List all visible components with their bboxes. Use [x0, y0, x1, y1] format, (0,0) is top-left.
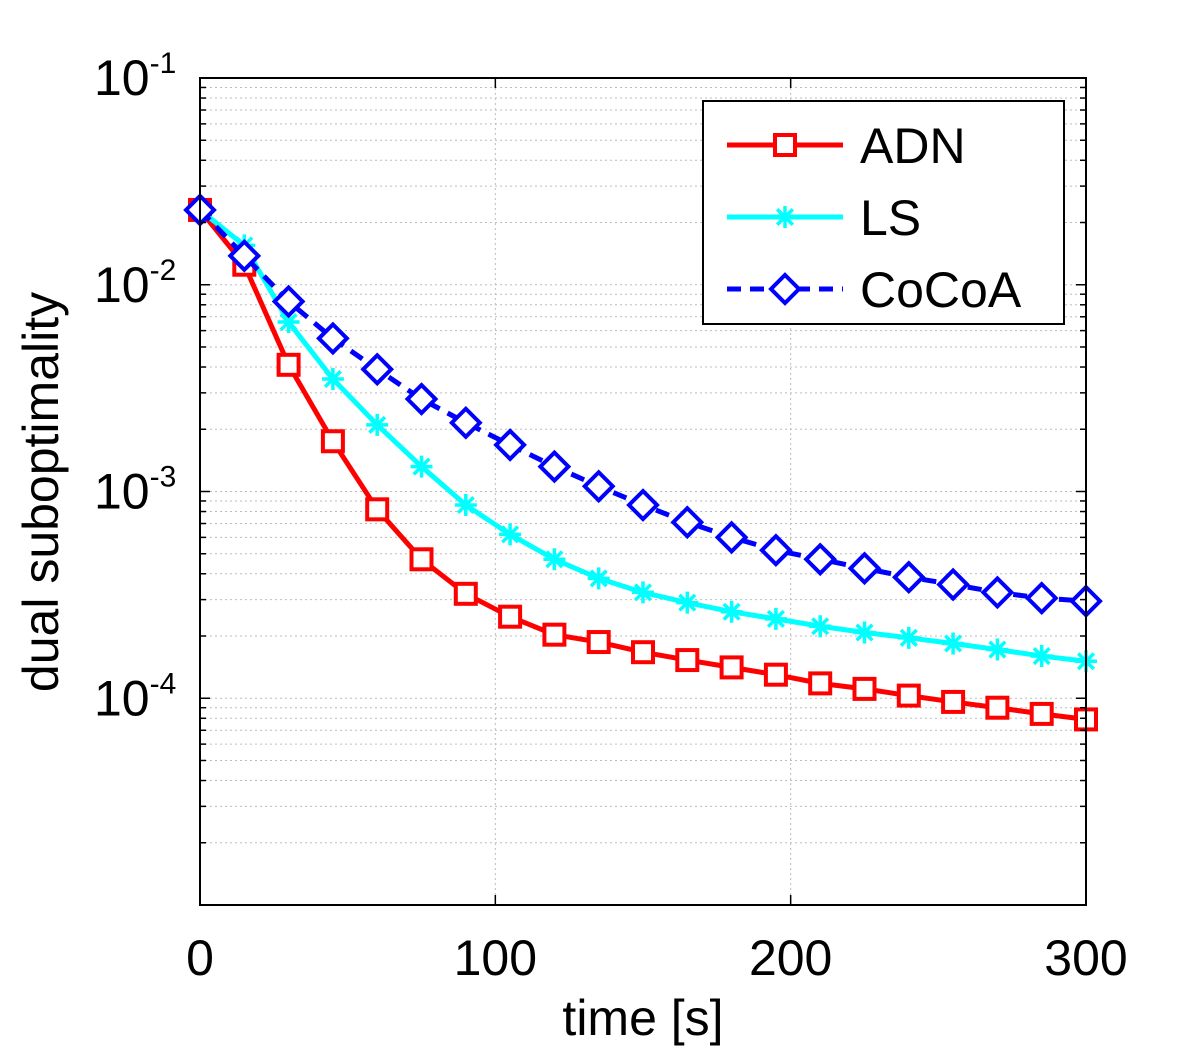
data-point-cocoa — [537, 449, 572, 484]
data-point-adn — [498, 604, 523, 629]
y-tick-label: 10-3 — [94, 461, 176, 520]
data-point-adn — [941, 689, 966, 714]
data-point-ls — [1030, 645, 1053, 668]
data-point-cocoa — [891, 560, 926, 595]
data-point-adn — [719, 655, 744, 680]
data-point-cocoa — [714, 520, 749, 555]
data-point-ls — [853, 621, 876, 644]
data-point-adn — [276, 352, 301, 377]
data-point-adn — [852, 676, 877, 701]
y-tick-labels: 10-1 10-2 10-3 10-4 — [94, 47, 176, 726]
data-point-cocoa — [581, 469, 616, 504]
data-point-adn — [453, 581, 478, 606]
data-point-adn — [808, 671, 833, 696]
x-tick-label: 200 — [749, 930, 832, 986]
data-point-ls — [410, 455, 433, 478]
legend-label-adn: ADN — [860, 118, 966, 174]
data-point-cocoa — [670, 505, 705, 540]
tick-marks — [199, 78, 1087, 906]
data-point-ls — [764, 607, 787, 630]
data-point-ls — [986, 638, 1009, 661]
data-point-adn — [1029, 701, 1054, 726]
data-point-cocoa — [316, 321, 350, 356]
data-point-ls — [720, 600, 743, 623]
series-layer — [183, 193, 1103, 732]
y-axis-label: dual suboptimality — [13, 292, 69, 692]
data-point-cocoa — [980, 575, 1015, 610]
data-point-ls — [321, 368, 344, 391]
series-cocoa — [183, 193, 1103, 618]
data-point-ls — [277, 311, 300, 334]
data-point-cocoa — [803, 542, 838, 577]
legend-entry-adn: ADN — [727, 118, 966, 174]
x-tick-labels: 0 100 200 300 — [186, 930, 1128, 986]
data-point-adn — [320, 429, 345, 454]
series-ls — [189, 198, 1097, 673]
data-point-ls — [454, 494, 477, 517]
data-point-adn — [586, 630, 611, 655]
legend-entry-ls: LS — [727, 190, 921, 246]
data-point-adn — [763, 662, 788, 687]
x-axis-label: time [s] — [562, 990, 723, 1046]
data-point-ls — [587, 567, 610, 590]
data-point-cocoa — [360, 352, 395, 387]
data-point-adn — [542, 622, 567, 647]
data-point-adn — [409, 547, 434, 572]
data-point-adn — [675, 648, 700, 673]
y-tick-label: 10-2 — [94, 254, 176, 313]
legend: ADN LS CoCoA — [702, 100, 1065, 325]
data-point-ls — [499, 523, 522, 546]
x-tick-label: 0 — [186, 930, 214, 986]
y-tick-label: 10-1 — [94, 47, 176, 106]
data-point-ls — [366, 413, 389, 436]
y-tick-label: 10-4 — [94, 667, 176, 726]
legend-label-ls: LS — [860, 190, 921, 246]
legend-marker-cocoa — [768, 272, 802, 306]
data-point-cocoa — [1024, 581, 1059, 615]
data-point-adn — [631, 640, 655, 665]
legend-label-cocoa: CoCoA — [860, 262, 1022, 318]
x-tick-label: 100 — [454, 930, 537, 986]
legend-entries: ADN LS CoCoA — [727, 118, 1022, 318]
x-tick-label: 300 — [1044, 930, 1127, 986]
data-point-ls — [543, 548, 566, 571]
data-point-cocoa — [936, 567, 970, 602]
data-point-cocoa — [227, 239, 262, 273]
legend-marker-ls — [774, 206, 796, 228]
data-point-ls — [897, 626, 920, 649]
data-point-ls — [632, 581, 654, 604]
data-point-adn — [365, 497, 390, 522]
data-point-ls — [676, 591, 699, 614]
data-point-cocoa — [493, 428, 527, 462]
data-point-cocoa — [404, 382, 439, 416]
data-point-cocoa — [759, 533, 793, 568]
data-point-adn — [896, 683, 921, 708]
legend-marker-adn — [773, 133, 797, 157]
data-point-cocoa — [626, 488, 660, 522]
data-point-adn — [985, 695, 1010, 720]
data-point-ls — [809, 615, 832, 638]
data-point-cocoa — [271, 284, 306, 319]
legend-entry-cocoa: CoCoA — [727, 262, 1022, 318]
data-point-cocoa — [448, 405, 483, 440]
data-point-ls — [942, 632, 965, 655]
data-point-cocoa — [847, 551, 882, 586]
